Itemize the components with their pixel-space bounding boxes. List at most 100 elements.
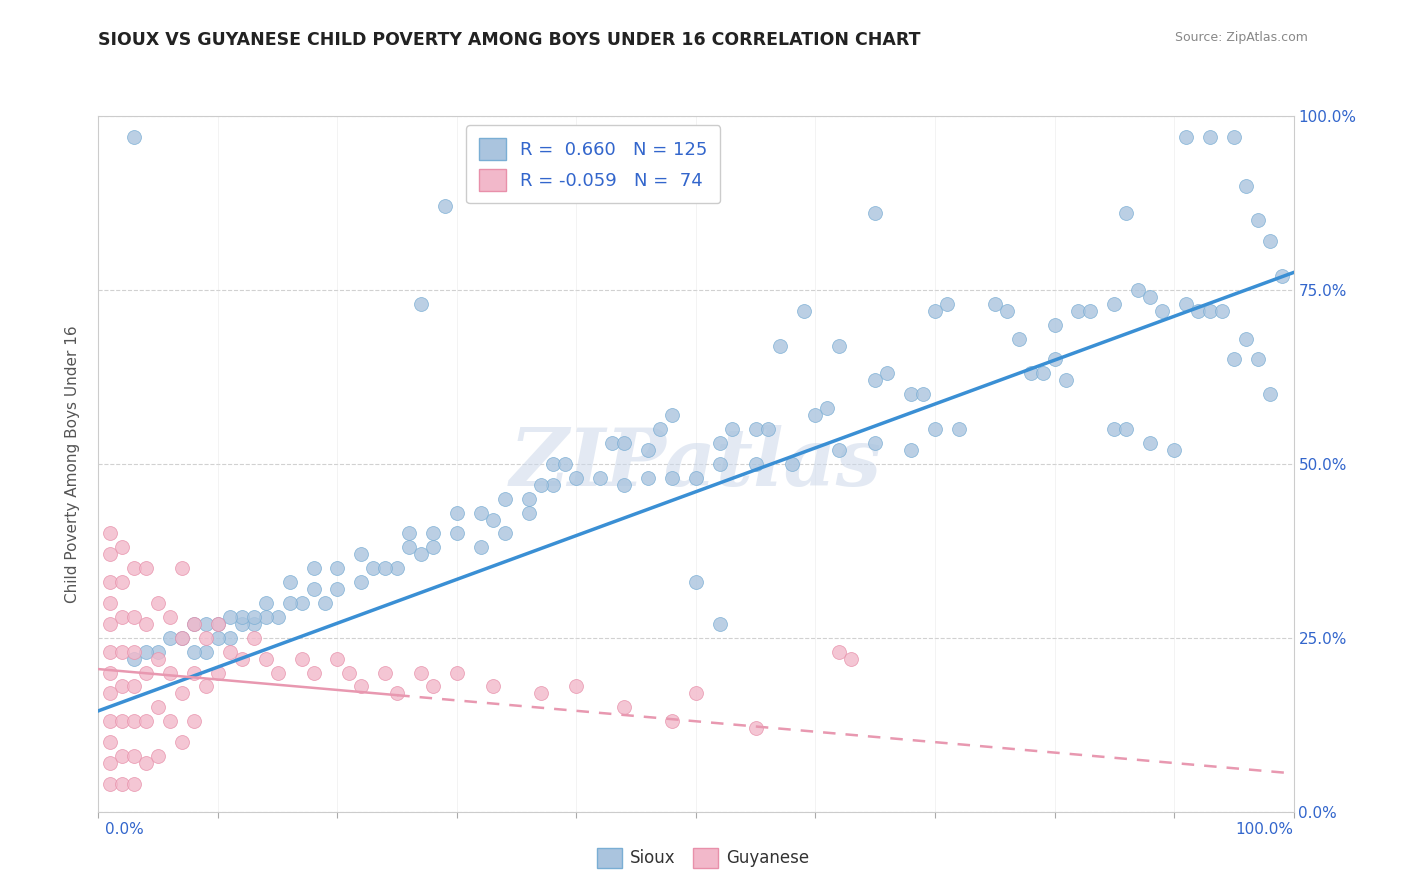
Point bbox=[302, 582, 325, 596]
Point bbox=[1234, 332, 1257, 346]
Point bbox=[172, 631, 194, 645]
Point bbox=[159, 610, 181, 624]
Point bbox=[1175, 129, 1198, 144]
Point bbox=[148, 700, 170, 714]
Point bbox=[243, 616, 266, 631]
Point bbox=[267, 665, 290, 680]
Point bbox=[565, 680, 588, 694]
Point bbox=[828, 645, 851, 659]
Point bbox=[326, 582, 349, 596]
Point bbox=[385, 686, 409, 700]
Point bbox=[124, 651, 146, 665]
Point bbox=[529, 477, 551, 491]
Point bbox=[422, 680, 444, 694]
Point bbox=[863, 436, 887, 450]
Point bbox=[517, 491, 540, 506]
Legend: R =  0.660   N = 125, R = -0.059   N =  74: R = 0.660 N = 125, R = -0.059 N = 74 bbox=[465, 125, 720, 203]
Point bbox=[589, 471, 612, 485]
Point bbox=[470, 541, 492, 555]
Point bbox=[98, 756, 122, 770]
Legend: Sioux, Guyanese: Sioux, Guyanese bbox=[591, 841, 815, 875]
Point bbox=[350, 575, 373, 590]
Point bbox=[385, 561, 409, 575]
Point bbox=[924, 422, 946, 436]
Point bbox=[637, 471, 659, 485]
Point bbox=[291, 596, 314, 610]
Point bbox=[148, 749, 170, 764]
Point bbox=[565, 471, 588, 485]
Y-axis label: Child Poverty Among Boys Under 16: Child Poverty Among Boys Under 16 bbox=[65, 325, 80, 603]
Point bbox=[159, 714, 181, 729]
Text: ZIPatlas: ZIPatlas bbox=[510, 425, 882, 502]
Point bbox=[745, 422, 768, 436]
Point bbox=[756, 422, 779, 436]
Point bbox=[111, 680, 134, 694]
Point bbox=[481, 512, 505, 526]
Point bbox=[302, 561, 325, 575]
Point bbox=[183, 616, 205, 631]
Point bbox=[446, 506, 468, 520]
Point bbox=[111, 645, 134, 659]
Point bbox=[1054, 373, 1078, 387]
Point bbox=[685, 575, 707, 590]
Point bbox=[1150, 303, 1173, 318]
Point bbox=[841, 651, 863, 665]
Point bbox=[291, 651, 314, 665]
Point bbox=[1102, 297, 1125, 311]
Point bbox=[876, 367, 898, 381]
Point bbox=[721, 422, 744, 436]
Point bbox=[194, 631, 218, 645]
Point bbox=[863, 206, 887, 220]
Point bbox=[1043, 352, 1066, 367]
Point bbox=[207, 616, 229, 631]
Point bbox=[1198, 129, 1220, 144]
Point bbox=[231, 651, 253, 665]
Point bbox=[995, 303, 1018, 318]
Point bbox=[1115, 206, 1137, 220]
Point bbox=[541, 477, 564, 491]
Point bbox=[159, 665, 181, 680]
Point bbox=[1115, 422, 1137, 436]
Point bbox=[374, 561, 396, 575]
Point bbox=[815, 401, 838, 416]
Text: 100.0%: 100.0% bbox=[1236, 822, 1294, 837]
Point bbox=[111, 541, 134, 555]
Point bbox=[1271, 268, 1294, 283]
Point bbox=[350, 680, 373, 694]
Point bbox=[231, 616, 253, 631]
Point bbox=[900, 387, 922, 401]
Point bbox=[745, 457, 768, 471]
Point bbox=[1258, 234, 1281, 248]
Point bbox=[135, 616, 157, 631]
Point bbox=[194, 645, 218, 659]
Point bbox=[541, 457, 564, 471]
Point bbox=[709, 436, 731, 450]
Point bbox=[219, 631, 242, 645]
Point bbox=[1198, 303, 1220, 318]
Point bbox=[278, 596, 301, 610]
Point bbox=[315, 596, 337, 610]
Point bbox=[709, 616, 731, 631]
Point bbox=[924, 303, 946, 318]
Point bbox=[637, 442, 659, 457]
Point bbox=[374, 665, 396, 680]
Point bbox=[302, 665, 325, 680]
Point bbox=[172, 561, 194, 575]
Point bbox=[398, 526, 420, 541]
Point bbox=[183, 665, 205, 680]
Point bbox=[254, 651, 277, 665]
Point bbox=[709, 457, 731, 471]
Point bbox=[398, 541, 420, 555]
Point bbox=[98, 575, 122, 590]
Point bbox=[517, 506, 540, 520]
Point bbox=[148, 651, 170, 665]
Point bbox=[1222, 352, 1246, 367]
Point bbox=[1080, 303, 1102, 318]
Point bbox=[98, 686, 122, 700]
Point bbox=[685, 471, 707, 485]
Point bbox=[911, 387, 934, 401]
Point bbox=[111, 714, 134, 729]
Point bbox=[98, 616, 122, 631]
Point bbox=[267, 610, 290, 624]
Point bbox=[411, 297, 433, 311]
